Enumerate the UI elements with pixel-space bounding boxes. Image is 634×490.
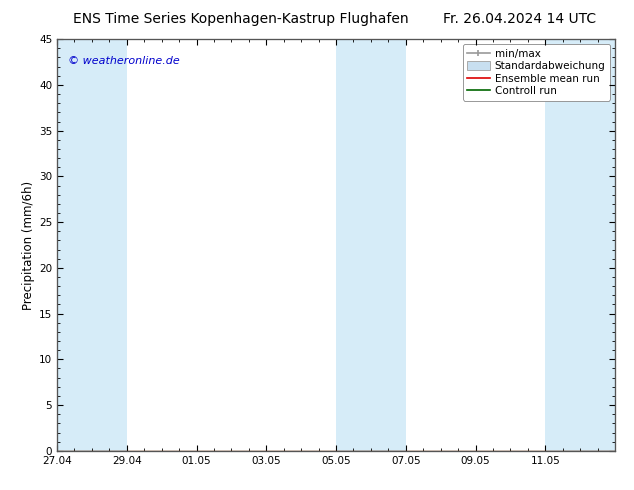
Text: © weatheronline.de: © weatheronline.de [68, 56, 180, 66]
Text: ENS Time Series Kopenhagen-Kastrup Flughafen: ENS Time Series Kopenhagen-Kastrup Flugh… [73, 12, 409, 26]
Bar [57, 39, 127, 451]
Text: Fr. 26.04.2024 14 UTC: Fr. 26.04.2024 14 UTC [443, 12, 597, 26]
Y-axis label: Precipitation (mm/6h): Precipitation (mm/6h) [22, 180, 35, 310]
Legend: min/max, Standardabweichung, Ensemble mean run, Controll run: min/max, Standardabweichung, Ensemble me… [463, 45, 610, 100]
Bar [545, 39, 615, 451]
Bar [336, 39, 406, 451]
